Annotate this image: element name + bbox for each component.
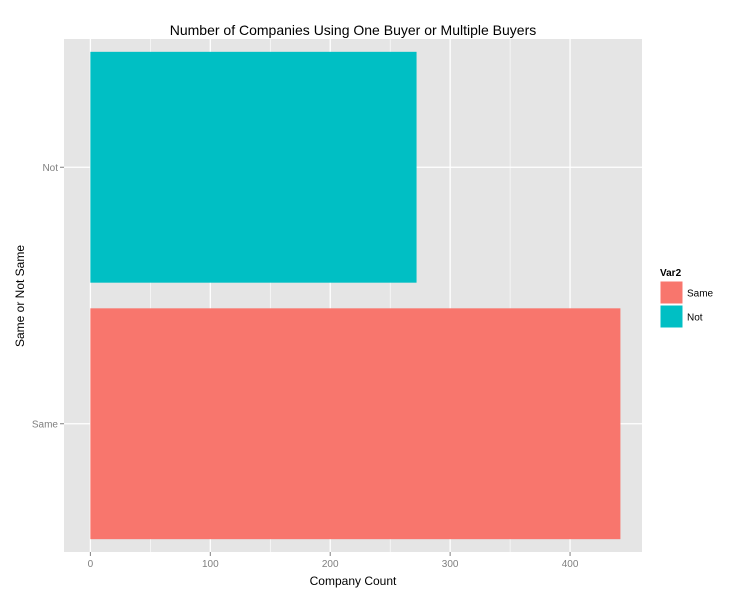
x-tick-label: 400 bbox=[562, 559, 579, 570]
x-tick-label: 100 bbox=[202, 559, 219, 570]
x-tick-label: 300 bbox=[442, 559, 459, 570]
x-axis-ticks: 0 100 200 300 400 bbox=[88, 552, 579, 570]
bar-same bbox=[90, 308, 621, 540]
legend: Var2 Same Not bbox=[659, 268, 714, 329]
x-axis-title: Company Count bbox=[310, 574, 397, 588]
legend-key-same bbox=[659, 280, 684, 305]
bar-not bbox=[90, 51, 417, 283]
x-tick-label: 200 bbox=[322, 559, 339, 570]
legend-key-not bbox=[659, 304, 684, 329]
y-tick-label: Not bbox=[42, 163, 58, 174]
chart-title: Number of Companies Using One Buyer or M… bbox=[170, 22, 537, 38]
y-axis-title: Same or Not Same bbox=[13, 245, 27, 347]
y-axis-ticks: Same Not bbox=[32, 163, 64, 430]
x-tick-label: 0 bbox=[88, 559, 94, 570]
legend-items: Same Not bbox=[659, 280, 714, 329]
legend-title: Var2 bbox=[660, 268, 682, 279]
legend-label: Same bbox=[687, 289, 714, 300]
bars bbox=[90, 51, 621, 540]
y-tick-label: Same bbox=[32, 419, 59, 430]
legend-label: Not bbox=[687, 313, 703, 324]
